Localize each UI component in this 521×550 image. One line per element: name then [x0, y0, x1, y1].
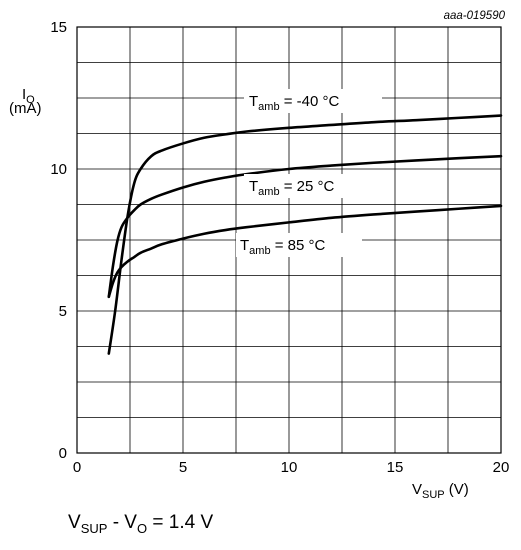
y-axis-unit: (mA) — [9, 100, 42, 117]
curve-tamb-85 — [107, 204, 503, 299]
series-label-bg-25 — [244, 174, 370, 198]
y-tick-label: 15 — [50, 19, 67, 36]
y-tick-label: 10 — [50, 161, 67, 178]
x-tick-label: 20 — [493, 459, 510, 476]
footnote: VSUP - VO = 1.4 V — [68, 512, 214, 536]
tick-labels: 0 5 10 15 20 0 5 10 15 — [50, 19, 509, 476]
curves — [107, 114, 503, 355]
figure-id: aaa-019590 — [444, 10, 506, 22]
x-tick-label: 10 — [281, 459, 298, 476]
x-tick-label: 5 — [179, 459, 187, 476]
y-axis-label: IO — [22, 86, 35, 106]
y-tick-label: 5 — [59, 303, 67, 320]
series-label-85: Tamb = 85 °C — [240, 237, 326, 257]
series-label-25: Tamb = 25 °C — [249, 178, 335, 198]
y-tick-label: 0 — [59, 445, 67, 462]
series-labels: Tamb = -40 °C Tamb = 25 °C Tamb = 85 °C — [236, 89, 382, 257]
x-axis-label: VSUP (V) — [412, 481, 469, 501]
series-label-minus40: Tamb = -40 °C — [249, 93, 340, 113]
x-tick-label: 15 — [387, 459, 404, 476]
plot-frame — [76, 26, 502, 454]
curve-tamb-25 — [107, 154, 503, 299]
x-tick-label: 0 — [73, 459, 81, 476]
series-label-bg-85 — [236, 233, 362, 257]
series-label-bg-minus40 — [244, 89, 382, 113]
